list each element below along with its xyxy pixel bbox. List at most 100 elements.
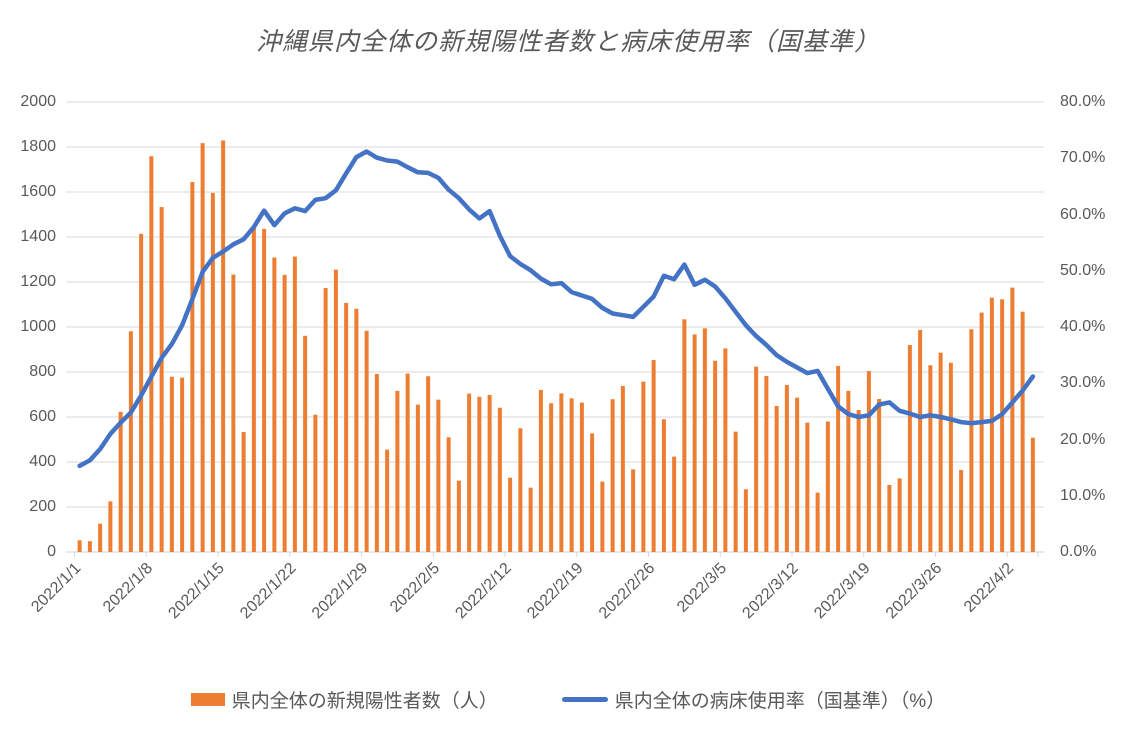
right-axis-label: 70.0% (1060, 149, 1106, 167)
daily-cases-bar (620, 385, 625, 552)
daily-cases-bar (333, 269, 338, 552)
daily-cases-bar (344, 302, 349, 552)
right-axis-label: 10.0% (1060, 486, 1106, 504)
left-axis-label: 1800 (20, 138, 56, 155)
daily-cases-bar (1030, 437, 1035, 552)
right-axis-label: 40.0% (1060, 318, 1106, 335)
x-axis-label: 2022/2/26 (596, 560, 658, 622)
daily-cases-bar (651, 360, 656, 552)
daily-cases-bar (795, 397, 800, 552)
daily-cases-bar (733, 431, 738, 552)
daily-cases-bar (98, 523, 103, 552)
daily-cases-bar (743, 489, 748, 552)
daily-cases-bar (241, 432, 246, 552)
left-axis-label: 200 (29, 498, 56, 515)
daily-cases-bar (631, 469, 636, 552)
daily-cases-bar (754, 366, 759, 552)
daily-cases-bar (251, 227, 256, 552)
left-axis-label: 1000 (20, 318, 56, 335)
daily-cases-bar (364, 330, 369, 552)
daily-cases-bar (108, 501, 113, 552)
daily-cases-bar (825, 421, 830, 552)
daily-cases-bar (456, 480, 461, 552)
x-axis-label: 2022/3/12 (739, 560, 801, 622)
daily-cases-bar (200, 143, 205, 553)
daily-cases-bar (866, 371, 871, 552)
daily-cases-bar (692, 334, 697, 552)
daily-cases-bar (979, 312, 984, 552)
legend-item-cases: 県内全体の新規陽性者数（人） (190, 686, 498, 713)
daily-cases-bar (764, 376, 769, 552)
daily-cases-bar (579, 402, 584, 552)
daily-cases-bar (313, 414, 318, 552)
daily-cases-bar (231, 274, 236, 552)
daily-cases-bar (569, 398, 574, 552)
x-axis-label: 2022/1/8 (100, 560, 156, 616)
daily-cases-bar (467, 393, 472, 552)
daily-cases-bar (856, 410, 861, 552)
daily-cases-bar (497, 407, 502, 552)
left-axis-label: 2000 (20, 93, 56, 110)
daily-cases-bar (487, 394, 492, 552)
x-axis-label: 2022/1/1 (28, 560, 84, 616)
daily-cases-bar (672, 456, 677, 552)
x-axis-label: 2022/1/22 (237, 560, 299, 622)
daily-cases-bar (682, 319, 687, 552)
daily-cases-bar (907, 345, 912, 552)
daily-cases-bar (477, 396, 482, 552)
daily-cases-bar (661, 419, 666, 552)
left-axis-label: 1600 (20, 183, 56, 200)
left-axis-label: 1400 (20, 228, 56, 245)
daily-cases-bar (374, 374, 379, 552)
line-swatch-icon (561, 697, 608, 702)
daily-cases-bar (928, 365, 933, 552)
daily-cases-bar (180, 377, 185, 552)
left-axis-label: 0 (47, 543, 56, 560)
daily-cases-bar (262, 228, 267, 552)
daily-cases-bar (918, 329, 923, 552)
daily-cases-bar (938, 352, 943, 552)
bed-usage-line (77, 149, 1036, 469)
legend-item-bed-usage: 県内全体の病床使用率（国基準）（%） (561, 686, 946, 713)
daily-cases-bar (1000, 299, 1005, 552)
bar-swatch-icon (190, 693, 225, 706)
legend-label-bed-usage: 県内全体の病床使用率（国基準）（%） (614, 691, 946, 712)
right-axis-label: 20.0% (1060, 430, 1106, 448)
x-axis-label: 2022/3/26 (883, 560, 945, 622)
daily-cases-bar (415, 404, 420, 552)
daily-cases-bar (600, 481, 605, 552)
daily-cases-bar (282, 274, 287, 552)
daily-cases-bar (508, 477, 513, 552)
daily-cases-bar (969, 329, 974, 552)
daily-cases-bar (887, 484, 892, 552)
x-axis-label: 2022/4/2 (961, 560, 1017, 616)
left-axis-label: 400 (29, 453, 56, 470)
daily-cases-bar (784, 385, 789, 552)
daily-cases-bar (702, 328, 707, 552)
left-axis-label: 800 (29, 363, 56, 380)
daily-cases-bar (610, 399, 615, 552)
daily-cases-bar (877, 399, 882, 552)
daily-cases-bar (323, 288, 328, 552)
daily-cases-bar (641, 381, 646, 552)
x-axis-label: 2022/1/29 (309, 560, 371, 622)
daily-cases-bar (149, 156, 154, 552)
daily-cases-bar (846, 390, 851, 552)
daily-cases-bar (354, 308, 359, 552)
daily-cases-bar (128, 331, 133, 552)
daily-cases-bar (169, 376, 174, 552)
daily-cases-bar (221, 140, 226, 552)
daily-cases-bar (774, 405, 779, 552)
daily-cases-bar (272, 257, 277, 552)
daily-cases-bar (87, 541, 92, 552)
daily-cases-bar (713, 360, 718, 552)
daily-cases-bar (989, 297, 994, 552)
daily-cases-bar (405, 373, 410, 552)
daily-cases-bar (959, 470, 964, 552)
daily-cases-bar (538, 390, 543, 552)
daily-cases-bar (723, 348, 728, 552)
right-axis-label: 80.0% (1060, 93, 1106, 110)
daily-cases-bar (559, 393, 564, 552)
